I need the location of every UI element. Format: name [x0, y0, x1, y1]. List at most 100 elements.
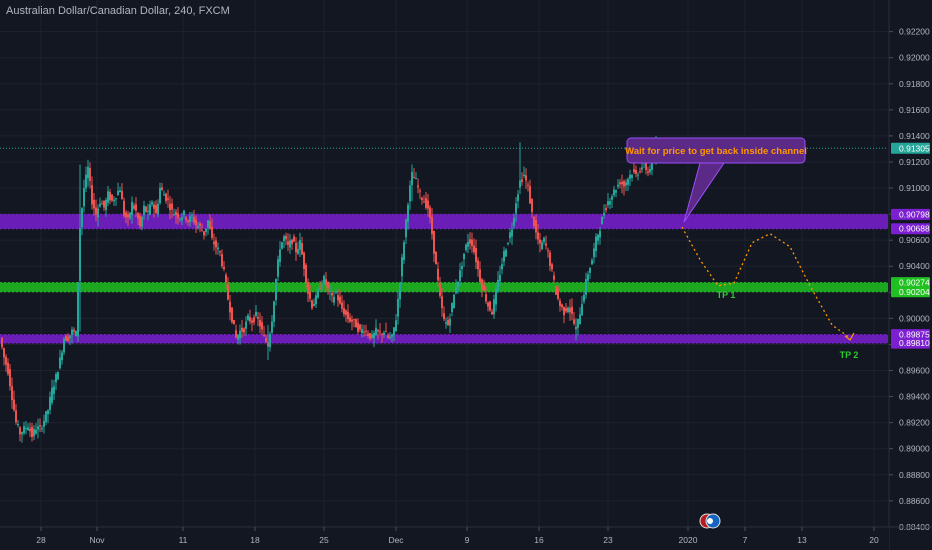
candle-body	[161, 187, 163, 191]
candle-body	[101, 203, 103, 205]
candle-body	[127, 214, 129, 218]
candle-body	[523, 174, 525, 176]
callout-box	[626, 137, 806, 164]
candle-body	[181, 217, 183, 221]
candle-body	[633, 169, 635, 173]
candle-body	[419, 190, 421, 192]
candle-body	[399, 282, 401, 300]
callout: Wait for price to get back inside channe…	[625, 137, 807, 223]
candle-body	[299, 240, 301, 250]
price-tick-label: 0.89400	[899, 392, 930, 402]
candle-body	[121, 190, 123, 200]
candle-body	[183, 210, 185, 216]
candle-body	[247, 315, 249, 320]
candle-body	[347, 311, 349, 320]
candle-body	[461, 266, 463, 270]
candle-body	[617, 184, 619, 187]
candle-body	[33, 429, 35, 437]
candle-body	[313, 303, 315, 307]
flags-icon[interactable]	[699, 513, 721, 529]
candle-body	[375, 327, 377, 335]
candle-body	[31, 426, 33, 438]
candle-body	[445, 322, 447, 324]
tp-label: TP 1	[717, 290, 736, 300]
candle-body	[157, 203, 159, 215]
candle-body	[463, 253, 465, 260]
candle-body	[597, 234, 599, 241]
candle-body	[625, 182, 627, 186]
candle-body	[11, 386, 13, 401]
candle-body	[65, 335, 67, 341]
candle-body	[395, 320, 397, 331]
candle-body	[491, 311, 493, 315]
candle-body	[561, 304, 563, 308]
zone-purple	[0, 214, 888, 229]
candle-body	[497, 279, 499, 291]
candle-body	[221, 254, 223, 267]
candle-body	[577, 318, 579, 328]
candle-body	[397, 298, 399, 317]
candle-body	[357, 322, 359, 332]
candle-body	[223, 266, 225, 270]
candle-body	[239, 330, 241, 339]
candle-body	[467, 242, 469, 247]
candle-body	[391, 334, 393, 337]
candle-body	[73, 329, 75, 332]
price-tick-label: 0.90600	[899, 235, 930, 245]
candle-body	[435, 251, 437, 265]
candle-body	[137, 213, 139, 219]
candle-body	[427, 200, 429, 209]
candle-body	[541, 242, 543, 250]
candle-body	[521, 179, 523, 183]
candle-body	[17, 424, 19, 426]
candle-body	[209, 221, 211, 229]
candle-body	[551, 264, 553, 270]
candle-body	[233, 319, 235, 325]
candle-body	[207, 220, 209, 228]
candle-body	[135, 204, 137, 211]
candle-body	[249, 317, 251, 322]
time-tick-label: 13	[797, 535, 807, 545]
candle-body	[281, 242, 283, 249]
candle-body	[499, 274, 501, 282]
price-badge	[891, 208, 930, 220]
candle-body	[573, 319, 575, 324]
candle-body	[141, 216, 143, 227]
candle-body	[543, 237, 545, 242]
candle-body	[381, 333, 383, 335]
candle-body	[447, 319, 449, 326]
candle-body	[329, 290, 331, 292]
candle-body	[459, 270, 461, 282]
price-badge	[891, 337, 930, 349]
candle-body	[133, 205, 135, 209]
candle-body	[393, 327, 395, 336]
candle-body	[465, 244, 467, 251]
candle-body	[339, 296, 341, 304]
price-tick-label: 0.91000	[899, 183, 930, 193]
candle-body	[27, 427, 29, 431]
candle-body	[627, 178, 629, 185]
candle-body	[421, 197, 423, 200]
candle-body	[401, 257, 403, 277]
candle-body	[567, 307, 569, 313]
callout-text: Wait for price to get back inside channe…	[625, 146, 807, 157]
price-badge-label: 0.90688	[899, 224, 930, 234]
candle-body	[369, 333, 371, 339]
candle-body	[51, 387, 53, 403]
candle-body	[255, 311, 257, 316]
candle-body	[219, 251, 221, 253]
forecast-arrow-icon	[844, 332, 855, 341]
candle-body	[571, 306, 573, 314]
candle-body	[549, 252, 551, 266]
candle-body	[569, 307, 571, 313]
candle-body	[227, 284, 229, 300]
time-tick-label: 9	[465, 535, 470, 545]
candle-body	[327, 282, 329, 289]
candle-body	[21, 432, 23, 435]
time-tick-label: 2020	[679, 535, 698, 545]
candle-body	[505, 249, 507, 257]
candle-body	[365, 330, 367, 332]
candle-body	[235, 330, 237, 338]
